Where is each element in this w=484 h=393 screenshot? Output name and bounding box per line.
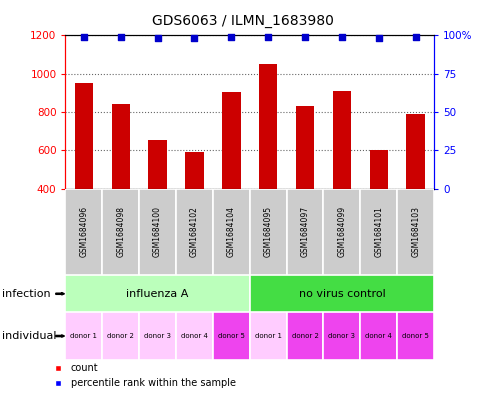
- Bar: [212, 189, 249, 275]
- Text: GSM1684100: GSM1684100: [153, 206, 162, 257]
- Text: GSM1684102: GSM1684102: [190, 206, 198, 257]
- Bar: [102, 312, 139, 360]
- Point: [227, 34, 235, 40]
- Bar: [176, 189, 212, 275]
- Text: GSM1684103: GSM1684103: [410, 206, 419, 257]
- Text: donor 5: donor 5: [217, 333, 244, 339]
- Text: infection: infection: [2, 289, 51, 299]
- Text: donor 1: donor 1: [70, 333, 97, 339]
- Bar: [396, 189, 433, 275]
- Bar: [185, 152, 203, 265]
- Text: donor 3: donor 3: [144, 333, 171, 339]
- Text: GSM1684104: GSM1684104: [227, 206, 235, 257]
- Text: GSM1684095: GSM1684095: [263, 206, 272, 257]
- Text: influenza A: influenza A: [126, 289, 188, 299]
- Point: [153, 35, 161, 42]
- Bar: [249, 189, 286, 275]
- Text: GDS6063 / ILMN_1683980: GDS6063 / ILMN_1683980: [151, 14, 333, 28]
- Bar: [65, 189, 102, 275]
- Point: [374, 35, 382, 42]
- Legend: count, percentile rank within the sample: count, percentile rank within the sample: [48, 363, 235, 388]
- Text: donor 3: donor 3: [328, 333, 355, 339]
- Bar: [258, 64, 277, 265]
- Bar: [295, 106, 314, 265]
- Text: donor 2: donor 2: [291, 333, 318, 339]
- Text: donor 1: donor 1: [254, 333, 281, 339]
- Bar: [323, 189, 360, 275]
- Point: [190, 35, 198, 42]
- Bar: [249, 312, 286, 360]
- Bar: [396, 312, 433, 360]
- Bar: [369, 150, 387, 265]
- Bar: [212, 312, 249, 360]
- Bar: [148, 140, 166, 265]
- Text: GSM1684098: GSM1684098: [116, 206, 125, 257]
- Point: [264, 34, 272, 40]
- Text: individual: individual: [2, 331, 57, 341]
- Bar: [360, 312, 396, 360]
- Bar: [222, 92, 240, 265]
- Point: [80, 34, 88, 40]
- Bar: [139, 189, 176, 275]
- Text: GSM1684101: GSM1684101: [374, 206, 382, 257]
- Bar: [360, 189, 396, 275]
- Bar: [176, 312, 212, 360]
- Point: [337, 34, 345, 40]
- Text: donor 5: donor 5: [401, 333, 428, 339]
- Text: GSM1684099: GSM1684099: [337, 206, 346, 257]
- Bar: [332, 91, 350, 265]
- Bar: [286, 189, 323, 275]
- Bar: [139, 312, 176, 360]
- Text: GSM1684097: GSM1684097: [300, 206, 309, 257]
- Bar: [286, 312, 323, 360]
- Text: donor 2: donor 2: [107, 333, 134, 339]
- Bar: [111, 104, 130, 265]
- Text: no virus control: no virus control: [298, 289, 384, 299]
- Point: [301, 34, 308, 40]
- Bar: [249, 275, 433, 312]
- Point: [117, 34, 124, 40]
- Bar: [75, 83, 93, 265]
- Point: [411, 34, 419, 40]
- Bar: [406, 114, 424, 265]
- Text: donor 4: donor 4: [364, 333, 392, 339]
- Text: donor 4: donor 4: [181, 333, 208, 339]
- Bar: [323, 312, 360, 360]
- Bar: [65, 275, 249, 312]
- Bar: [65, 312, 102, 360]
- Text: GSM1684096: GSM1684096: [79, 206, 88, 257]
- Bar: [102, 189, 139, 275]
